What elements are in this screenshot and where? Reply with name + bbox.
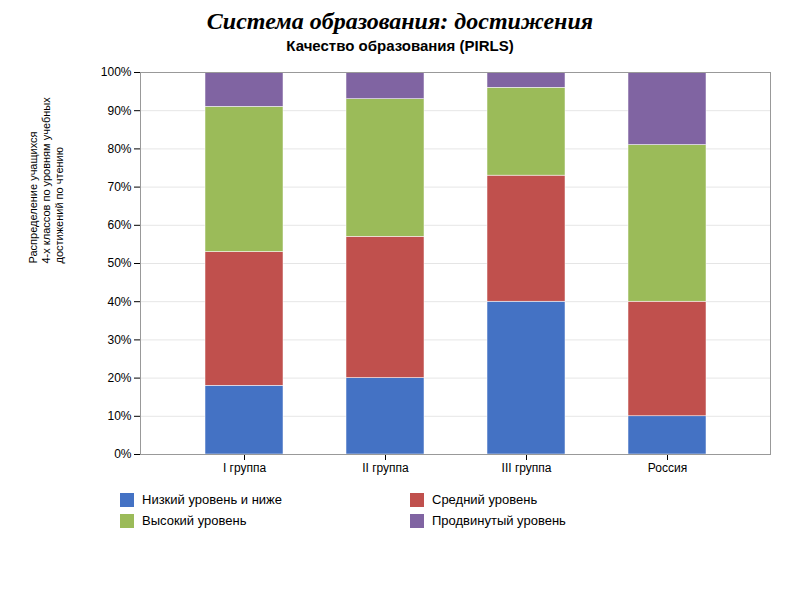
html-text:Система образования: достижени: Система образования: достижения (206, 8, 594, 34)
svg-text:Россия: Россия (648, 461, 687, 475)
html-text:Низкий уровень и ниже: Низкий уровень и ниже (142, 492, 282, 507)
svg-text:0%: 0% (114, 447, 132, 461)
svg-text:100%: 100% (101, 65, 132, 79)
svg-text:I группа: I группа (223, 461, 267, 475)
html-text:Качество образования (PIRLS): Качество образования (PIRLS) (286, 37, 514, 54)
svg-text:III группа: III группа (502, 461, 552, 475)
svg-text:60%: 60% (107, 218, 131, 232)
svg-text:30%: 30% (107, 333, 131, 347)
svg-text:70%: 70% (107, 180, 131, 194)
html-text:Средний уровень: Средний уровень (432, 492, 538, 507)
svg-text:20%: 20% (107, 371, 131, 385)
svg-text:II группа: II группа (362, 461, 409, 475)
svg-text:Распределение учащихся4-х клас: Распределение учащихся4-х классов по уро… (27, 97, 65, 264)
svg-text:40%: 40% (107, 295, 131, 309)
html-text:Высокий уровень: Высокий уровень (142, 513, 247, 528)
svg-text:10%: 10% (107, 409, 131, 423)
svg-text:80%: 80% (107, 142, 131, 156)
svg-text:90%: 90% (107, 104, 131, 118)
svg-text:50%: 50% (107, 256, 131, 270)
html-text:Продвинутый уровень: Продвинутый уровень (432, 513, 566, 528)
